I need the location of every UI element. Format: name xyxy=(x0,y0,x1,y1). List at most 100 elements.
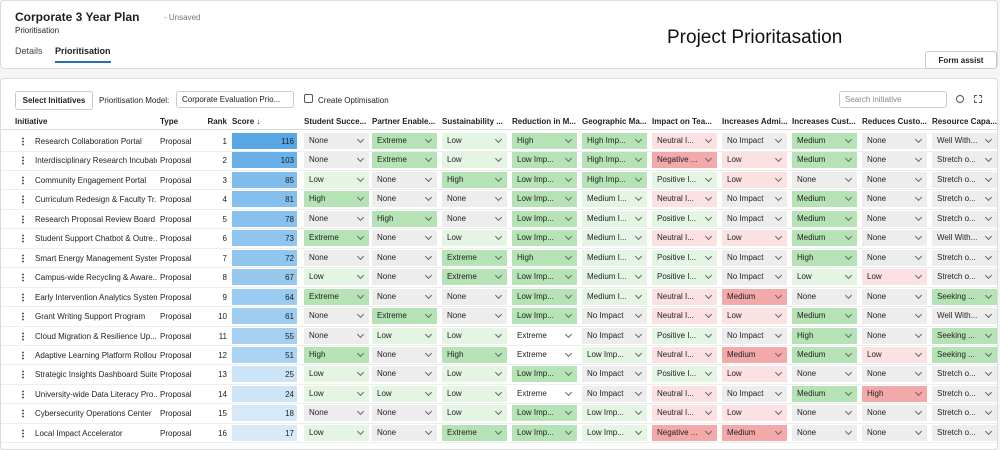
select-cell[interactable]: Low xyxy=(442,405,507,422)
select-cell[interactable]: Stretch o... xyxy=(932,385,997,402)
select-cell[interactable]: Low Imp... xyxy=(512,366,577,383)
select-cell[interactable]: None xyxy=(442,288,507,305)
select-cell[interactable]: Low xyxy=(862,346,927,363)
select-cell[interactable]: Stretch o... xyxy=(932,191,997,208)
select-cell[interactable]: High xyxy=(304,191,369,208)
select-cell[interactable]: Neutral I... xyxy=(652,405,717,422)
select-cell[interactable]: No Impact xyxy=(582,366,647,383)
select-cell[interactable]: None xyxy=(862,133,927,149)
select-cell[interactable]: Low xyxy=(722,308,787,325)
select-cell[interactable]: None xyxy=(304,327,369,344)
select-cell[interactable]: Neutral I... xyxy=(652,288,717,305)
select-cell[interactable]: None xyxy=(862,230,927,247)
select-cell[interactable]: Extreme xyxy=(442,269,507,286)
select-cell[interactable]: Low Imp... xyxy=(512,269,577,286)
select-cell[interactable]: Positive I... xyxy=(652,366,717,383)
tab-active[interactable]: Prioritisation xyxy=(55,46,111,63)
select-cell[interactable]: Stretch o... xyxy=(932,210,997,227)
row-menu[interactable] xyxy=(22,156,24,166)
select-cell[interactable]: Low xyxy=(722,366,787,383)
select-cell[interactable]: None xyxy=(862,152,927,169)
select-cell[interactable]: Well With... xyxy=(932,133,997,149)
select-cell[interactable]: High xyxy=(442,346,507,363)
select-cell[interactable]: None xyxy=(862,327,927,344)
select-cell[interactable]: Stretch o... xyxy=(932,171,997,188)
select-cell[interactable]: Neutral I... xyxy=(652,230,717,247)
select-cell[interactable]: Medium xyxy=(792,230,857,247)
select-cell[interactable]: Positive I... xyxy=(652,327,717,344)
select-cell[interactable]: High xyxy=(792,327,857,344)
select-cell[interactable]: Low xyxy=(442,152,507,169)
select-cell[interactable]: Low xyxy=(442,327,507,344)
column-header[interactable]: Student Succe... xyxy=(304,117,367,126)
select-cell[interactable]: Seeking ... xyxy=(932,346,997,363)
select-cell[interactable]: Positive I... xyxy=(652,249,717,266)
select-cell[interactable]: None xyxy=(372,191,437,208)
select-cell[interactable]: Low xyxy=(722,171,787,188)
select-cell[interactable]: Low Imp... xyxy=(512,424,577,441)
refresh-icon[interactable] xyxy=(956,95,964,103)
row-menu[interactable] xyxy=(22,428,24,438)
select-cell[interactable]: None xyxy=(862,424,927,441)
select-cell[interactable]: Medium xyxy=(792,308,857,325)
column-header[interactable]: Rank xyxy=(207,117,227,126)
select-cell[interactable]: None xyxy=(442,191,507,208)
select-cell[interactable]: Medium xyxy=(792,133,857,149)
column-header[interactable]: Type xyxy=(160,117,179,126)
select-cell[interactable]: Low Imp... xyxy=(512,308,577,325)
select-cell[interactable]: Extreme xyxy=(372,152,437,169)
select-cell[interactable]: Stretch o... xyxy=(932,269,997,286)
select-cell[interactable]: Stretch o... xyxy=(932,249,997,266)
create-optimisation-button[interactable]: Create Optimisation xyxy=(318,96,389,105)
select-cell[interactable]: Extreme xyxy=(512,327,577,344)
select-cell[interactable]: Extreme xyxy=(372,308,437,325)
row-menu[interactable] xyxy=(22,137,24,146)
select-cell[interactable]: Stretch o... xyxy=(932,152,997,169)
row-menu[interactable] xyxy=(22,253,24,263)
select-cell[interactable]: Low xyxy=(442,133,507,149)
select-cell[interactable]: Low xyxy=(304,269,369,286)
select-cell[interactable]: None xyxy=(372,249,437,266)
select-cell[interactable]: Low xyxy=(792,269,857,286)
row-menu[interactable] xyxy=(22,292,24,302)
select-cell[interactable]: Low Imp... xyxy=(582,346,647,363)
select-cell[interactable]: Stretch o... xyxy=(932,405,997,422)
select-cell[interactable]: High Imp... xyxy=(582,171,647,188)
select-cell[interactable]: None xyxy=(442,308,507,325)
select-cell[interactable]: No Impact xyxy=(722,327,787,344)
form-assist-button[interactable]: Form assist xyxy=(925,51,997,69)
select-cell[interactable]: Neutral I... xyxy=(652,385,717,402)
select-cell[interactable]: Low Imp... xyxy=(582,424,647,441)
column-header[interactable]: Geographic Ma... xyxy=(582,117,647,126)
row-menu[interactable] xyxy=(22,409,24,419)
select-cell[interactable]: Extreme xyxy=(442,424,507,441)
select-cell[interactable]: Low Imp... xyxy=(512,288,577,305)
select-cell[interactable]: Negative ... xyxy=(652,424,717,441)
row-menu[interactable] xyxy=(22,370,24,380)
select-cell[interactable]: Extreme xyxy=(512,346,577,363)
select-cell[interactable]: No Impact xyxy=(582,308,647,325)
select-cell[interactable]: Low xyxy=(722,230,787,247)
column-header[interactable]: Reduces Custo... xyxy=(862,117,927,126)
select-cell[interactable]: None xyxy=(862,288,927,305)
row-menu[interactable] xyxy=(22,234,24,244)
column-header[interactable]: Reduction in M... xyxy=(512,117,576,126)
select-cell[interactable]: Positive I... xyxy=(652,269,717,286)
select-cell[interactable]: Positive I... xyxy=(652,210,717,227)
select-cell[interactable]: Low xyxy=(304,366,369,383)
select-cell[interactable]: None xyxy=(304,133,369,149)
select-cell[interactable]: Low Imp... xyxy=(512,152,577,169)
select-cell[interactable]: No Impact xyxy=(722,191,787,208)
select-cell[interactable]: Medium I... xyxy=(582,230,647,247)
select-cell[interactable]: High xyxy=(512,249,577,266)
select-cell[interactable]: Low xyxy=(442,366,507,383)
select-cell[interactable]: Well With... xyxy=(932,230,997,247)
column-header[interactable]: Increases Cust... xyxy=(792,117,856,126)
select-cell[interactable]: No Impact xyxy=(722,269,787,286)
select-cell[interactable]: No Impact xyxy=(582,385,647,402)
select-cell[interactable]: Extreme xyxy=(372,133,437,149)
select-cell[interactable]: None xyxy=(372,288,437,305)
column-header[interactable]: Initiative xyxy=(15,117,48,126)
select-cell[interactable]: High xyxy=(304,346,369,363)
select-cell[interactable]: None xyxy=(862,191,927,208)
